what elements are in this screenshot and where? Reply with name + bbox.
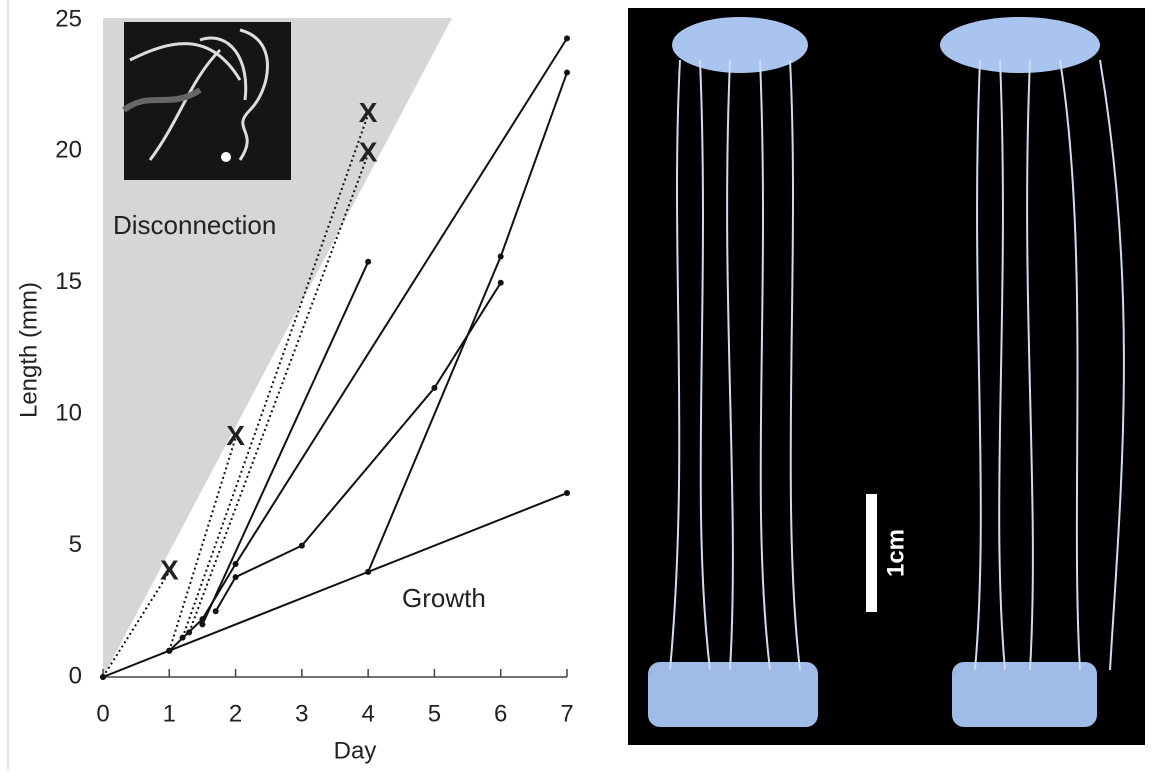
x-tick-label: 5 (428, 700, 441, 727)
data-point (199, 621, 205, 627)
annotation: Growth (402, 583, 486, 613)
y-tick-label: 5 (69, 531, 82, 558)
data-point (213, 608, 219, 614)
y-tick-label: 0 (69, 662, 82, 689)
data-point (564, 70, 570, 76)
data-point (233, 574, 239, 580)
inset-photo (124, 22, 291, 180)
x-tick-label: 4 (361, 700, 374, 727)
scale-bar-label: 1cm (882, 529, 909, 577)
data-point (498, 254, 504, 260)
end-marker: X (359, 97, 378, 128)
figure: Disconnection Growth Day Length (mm) 1cm… (0, 0, 1152, 771)
x-tick-label: 6 (494, 700, 507, 727)
data-point (564, 35, 570, 41)
data-point (166, 648, 172, 654)
data-point (498, 280, 504, 286)
x-tick-label: 2 (229, 700, 242, 727)
x-tick-label: 1 (163, 700, 176, 727)
data-point (365, 259, 371, 265)
data-point (431, 385, 437, 391)
data-point (299, 543, 305, 549)
y-tick-label: 15 (55, 268, 82, 295)
y-tick-label: 25 (55, 5, 82, 32)
end-marker: X (226, 420, 245, 451)
photo: 1cm (628, 8, 1145, 745)
end-marker: X (160, 554, 179, 585)
data-point (100, 674, 106, 680)
y-axis-label: Length (mm) (15, 282, 42, 418)
annotation: Disconnection (113, 210, 276, 240)
growth-line (368, 73, 567, 572)
data-point (233, 561, 239, 567)
x-axis-label: Day (334, 737, 377, 764)
data-point (564, 490, 570, 496)
y-tick-label: 10 (55, 400, 82, 427)
data-point (365, 569, 371, 575)
data-point (186, 629, 192, 635)
y-tick-label: 20 (55, 137, 82, 164)
x-tick-label: 0 (96, 700, 109, 727)
x-tick-label: 7 (560, 700, 573, 727)
data-point (180, 635, 186, 641)
end-marker: X (359, 136, 378, 167)
x-tick-label: 3 (295, 700, 308, 727)
